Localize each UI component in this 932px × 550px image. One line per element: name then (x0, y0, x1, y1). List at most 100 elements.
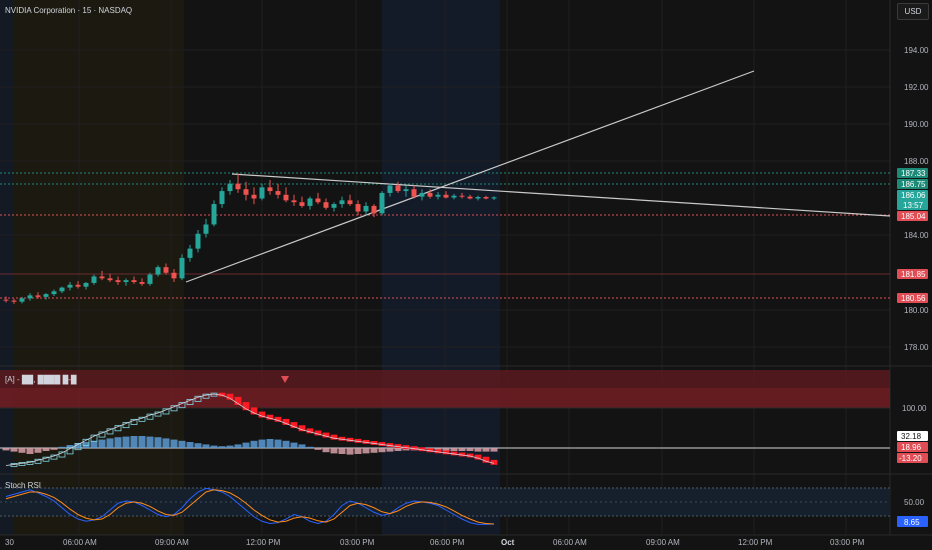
candle-body (307, 198, 313, 206)
histogram-bar (178, 440, 186, 448)
histogram-bar (114, 437, 122, 448)
candle-body (131, 280, 137, 283)
indicator-overbought-band (0, 388, 890, 408)
indicator-histogram (2, 436, 498, 455)
candle-body (91, 276, 97, 283)
candle-body (99, 276, 105, 279)
time-axis[interactable]: 30 06:00 AM 09:00 AM 12:00 PM 03:00 PM 0… (5, 538, 865, 547)
time-label-30: 30 (5, 538, 14, 547)
histogram-bar (218, 446, 226, 448)
candle-body (195, 233, 201, 249)
candle-body (179, 257, 185, 279)
candle-body (219, 191, 225, 205)
time-label-1200pm-2: 12:00 PM (738, 538, 773, 547)
candle-body (491, 197, 497, 199)
histogram-bar (354, 448, 362, 454)
signal-candle (90, 434, 98, 442)
histogram-bar (482, 448, 490, 452)
badge-180-56: 180.56 (901, 294, 926, 303)
indicator-badge-bg-3 (897, 453, 928, 463)
histogram-bar (442, 448, 450, 452)
ascending-trendline[interactable] (185, 70, 755, 283)
price-tick-190: 190.00 (904, 120, 929, 129)
candle-body (187, 248, 193, 258)
indicator-badge-bg-2 (897, 442, 928, 452)
stoch-label[interactable]: Stoch RSI (5, 481, 41, 490)
candle-body (163, 267, 169, 273)
histogram-bar (306, 446, 314, 448)
histogram-bar (130, 436, 138, 448)
candle-body (283, 194, 289, 201)
price-axis[interactable]: 194.00 192.00 190.00 188.00 184.00 180.0… (904, 46, 929, 352)
candle-body (3, 299, 9, 301)
histogram-bar (74, 443, 82, 448)
histogram-bar (194, 443, 202, 448)
histogram-bar (10, 448, 18, 452)
histogram-bar (258, 439, 266, 448)
signal-candle (82, 438, 90, 446)
histogram-bar (490, 448, 498, 452)
signal-line (5, 393, 495, 466)
histogram-bar (466, 448, 474, 451)
descending-trendline[interactable] (231, 173, 891, 217)
histogram-bar (82, 442, 90, 448)
candle-body (395, 185, 401, 192)
candle-body (435, 194, 441, 197)
candle-body (43, 294, 49, 297)
candle-body (203, 224, 209, 234)
candlestick-series (3, 173, 497, 304)
histogram-bar (42, 448, 50, 451)
level-lines (0, 172, 890, 299)
histogram-bar (226, 445, 234, 448)
candle-body (67, 284, 73, 288)
histogram-bar (458, 448, 466, 451)
candle-body (211, 204, 217, 225)
candle-body (155, 267, 161, 275)
candle-body (123, 280, 129, 283)
histogram-bar (122, 436, 130, 448)
candle-body (339, 200, 345, 205)
histogram-bar (210, 445, 218, 448)
candle-body (459, 195, 465, 197)
candle-body (387, 185, 393, 193)
histogram-bar (18, 448, 26, 453)
price-tick-194: 194.00 (904, 46, 929, 55)
histogram-bar (450, 448, 458, 451)
candle-body (451, 195, 457, 198)
candle-body (115, 280, 121, 283)
time-label-oct: Oct (501, 538, 515, 547)
candle-body (347, 200, 353, 205)
badge-181-85: 181.85 (901, 270, 926, 279)
currency-button[interactable]: USD (897, 3, 929, 20)
candle-body (363, 205, 369, 212)
histogram-bar (154, 437, 162, 448)
price-badges: 187.33 186.75 186.06 13:57 185.04 181.85… (897, 168, 928, 303)
vertical-gridlines (78, 0, 847, 535)
stoch-tick-50: 50.00 (904, 498, 925, 507)
price-tick-184: 184.00 (904, 231, 929, 240)
histogram-bar (26, 448, 34, 454)
histogram-bar (266, 439, 274, 448)
histogram-bar (338, 448, 346, 454)
time-label-0600am: 06:00 AM (63, 538, 97, 547)
stoch-d-line (5, 489, 495, 525)
indicator-label[interactable]: [A] - ██, ████ █-█ (5, 374, 77, 385)
indicator-signal-candles (5, 392, 498, 467)
session-band-afterhours (382, 0, 500, 535)
price-tick-192: 192.00 (904, 83, 929, 92)
candle-body (411, 189, 417, 197)
candle-body (371, 205, 377, 214)
candle-body (379, 192, 385, 214)
stoch-k-line (5, 487, 495, 525)
badge-186-75: 186.75 (901, 180, 926, 189)
symbol-title[interactable]: NVIDIA Corporation · 15 · NASDAQ (5, 6, 133, 15)
histogram-bar (90, 440, 98, 448)
candle-body (275, 191, 281, 195)
candle-body (475, 197, 481, 199)
stoch-badge-bg (897, 516, 928, 527)
histogram-bar (66, 445, 74, 448)
candle-body (11, 300, 17, 302)
histogram-bar (2, 448, 10, 451)
signal-candle (490, 459, 498, 465)
